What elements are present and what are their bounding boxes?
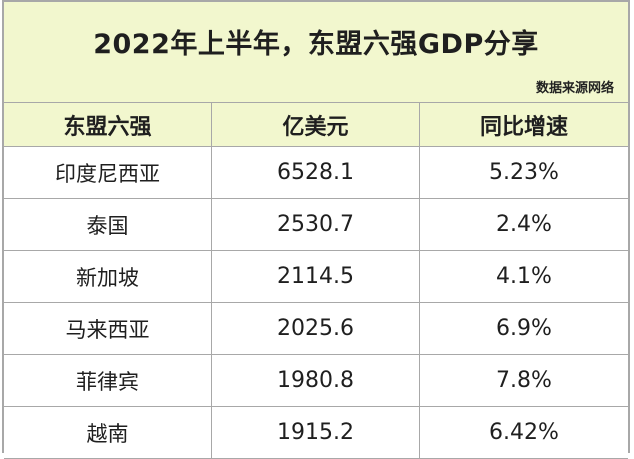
growth-cell: 7.8%	[496, 368, 552, 393]
header-growth: 同比增速	[479, 114, 568, 140]
country-cell: 新加坡	[4, 251, 212, 302]
growth-cell: 2.4%	[496, 212, 552, 237]
header-row: 东盟六强 亿美元 同比增速	[4, 103, 628, 147]
gdp-cell: 1915.2	[212, 407, 420, 458]
growth-cell: 6.9%	[496, 316, 552, 341]
table-row: 印度尼西亚 6528.1 5.23%	[4, 147, 628, 199]
table-row: 新加坡 2114.5 4.1%	[4, 251, 628, 303]
title-block: 2022年上半年，东盟六强GDP分享 数据来源网络	[4, 2, 628, 103]
gdp-cell: 2025.6	[212, 303, 420, 354]
gdp-cell: 6528.1	[212, 147, 420, 198]
gdp-cell: 2530.7	[212, 199, 420, 250]
country-cell: 马来西亚	[4, 303, 212, 354]
source-note: 数据来源网络	[535, 81, 614, 96]
header-gdp: 亿美元	[212, 103, 420, 146]
gdp-cell: 1980.8	[212, 355, 420, 406]
table-title: 2022年上半年，东盟六强GDP分享	[93, 29, 539, 60]
growth-cell: 4.1%	[496, 264, 552, 289]
header-country: 东盟六强	[4, 103, 212, 146]
country-cell: 泰国	[4, 199, 212, 250]
growth-cell: 5.23%	[489, 160, 559, 185]
country-cell: 越南	[4, 407, 212, 458]
country-cell: 印度尼西亚	[4, 147, 212, 198]
gdp-cell: 2114.5	[212, 251, 420, 302]
table-row: 越南 1915.2 6.42%	[4, 407, 628, 459]
table-row: 马来西亚 2025.6 6.9%	[4, 303, 628, 355]
country-cell: 菲律宾	[4, 355, 212, 406]
table-row: 泰国 2530.7 2.4%	[4, 199, 628, 251]
growth-cell: 6.42%	[489, 420, 559, 445]
table-row: 菲律宾 1980.8 7.8%	[4, 355, 628, 407]
